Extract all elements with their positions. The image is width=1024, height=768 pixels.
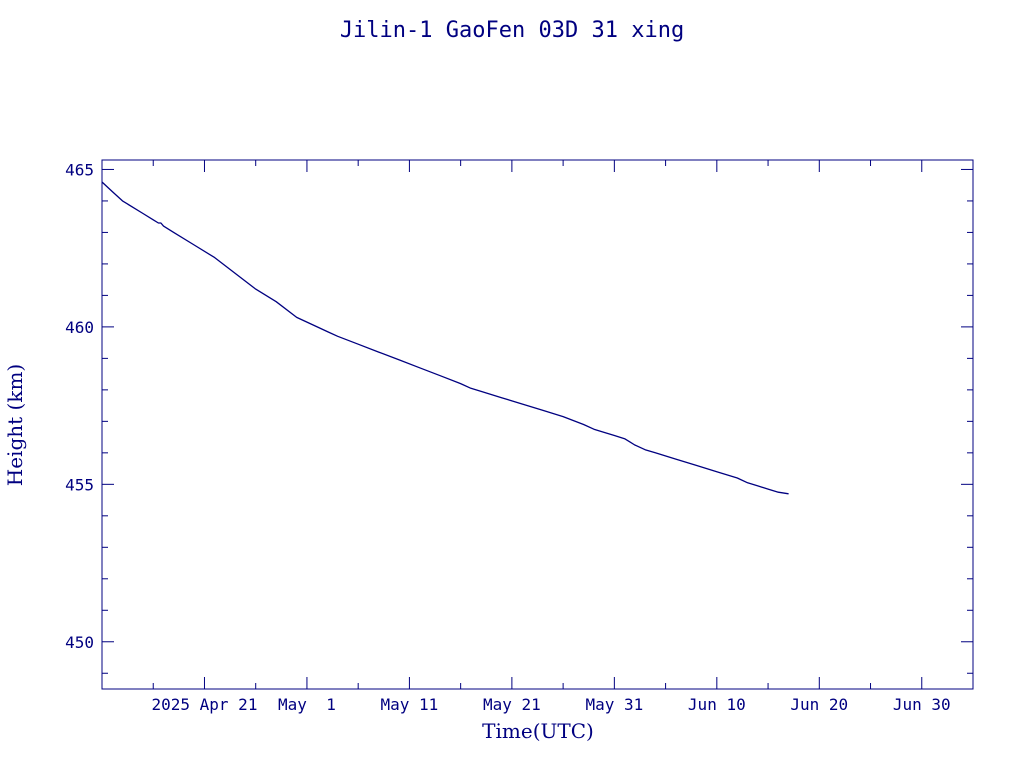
x-tick-label: Jun 30 [893, 695, 951, 714]
y-tick-label: 465 [65, 160, 94, 179]
height-series-line [101, 181, 789, 495]
x-tick-label: May 31 [585, 695, 643, 714]
axis-ticks [102, 160, 974, 689]
tick-labels: 2025 Apr 21 May 1 May 11 May 21 May 31 Jun 10… [65, 160, 951, 714]
y-tick-label: 450 [65, 633, 94, 652]
x-tick-label: May 11 [381, 695, 439, 714]
x-tick-label: May 1 [278, 695, 336, 714]
chart-title: Jilin-1 GaoFen 03D 31 xing [340, 18, 684, 43]
x-tick-label: May 21 [483, 695, 541, 714]
y-tick-label: 460 [65, 318, 94, 337]
x-tick-label: Jun 10 [688, 695, 746, 714]
x-axis-label: Time(UTC) [482, 719, 594, 743]
y-tick-label: 455 [65, 475, 94, 494]
x-tick-label: 2025 Apr 21 [151, 695, 257, 714]
x-tick-label: Jun 20 [790, 695, 848, 714]
y-axis-label: Height (km) [3, 364, 27, 486]
plot-frame [101, 159, 974, 690]
series-layer [101, 181, 789, 495]
